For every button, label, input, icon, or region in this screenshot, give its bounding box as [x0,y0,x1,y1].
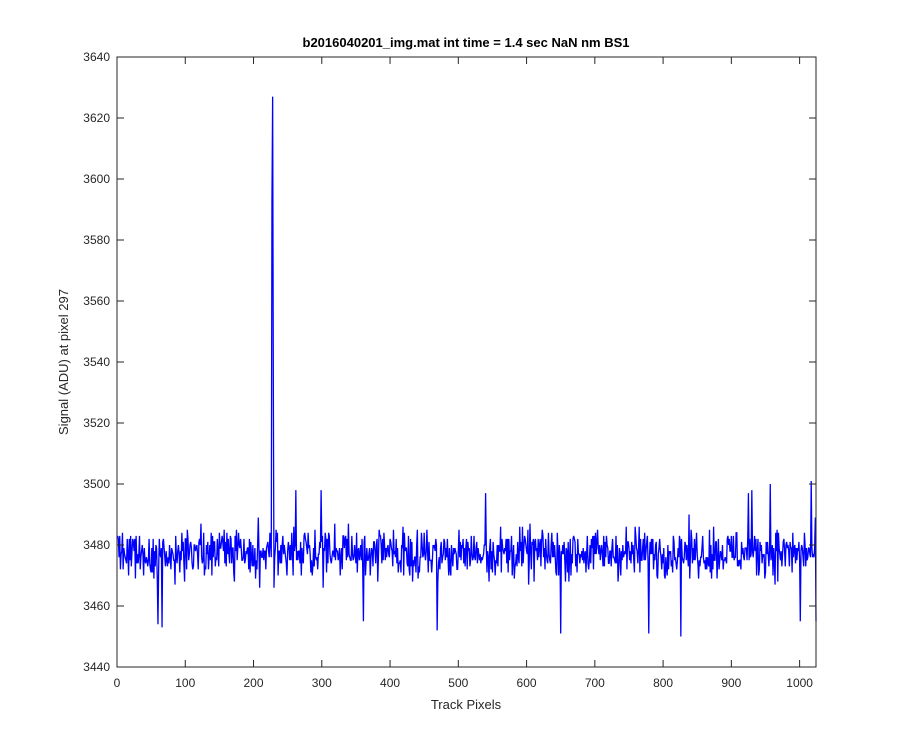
y-tick-label: 3500 [83,477,110,491]
chart-title: b2016040201_img.mat int time = 1.4 sec N… [303,35,630,50]
y-tick-label: 3440 [83,660,110,674]
x-tick-label: 100 [175,676,195,690]
y-tick-label: 3600 [83,172,110,186]
x-tick-label: 300 [312,676,332,690]
plot-area [116,56,817,668]
x-axis-label: Track Pixels [431,697,502,712]
y-tick-label: 3640 [83,50,110,64]
y-tick-label: 3580 [83,233,110,247]
y-tick-label: 3560 [83,294,110,308]
y-tick-label: 3520 [83,416,110,430]
y-tick-label: 3460 [83,599,110,613]
series-line [117,96,817,637]
x-tick-label: 600 [517,676,537,690]
y-axis: 3440 3460 3480 3500 3520 3540 3560 3580 3600 3620… [83,50,816,674]
x-tick-label: 1000 [786,676,813,690]
x-tick-label: 0 [114,676,121,690]
y-axis-label: Signal (ADU) at pixel 297 [56,289,71,435]
x-tick-label: 800 [653,676,673,690]
x-axis: 0 100 200 300 400 500 600 700 800 900 1000 [114,57,813,690]
x-tick-label: 400 [380,676,400,690]
y-tick-label: 3620 [83,111,110,125]
y-tick-label: 3540 [83,355,110,369]
y-tick-label: 3480 [83,538,110,552]
x-tick-label: 500 [448,676,468,690]
x-tick-label: 200 [244,676,264,690]
x-tick-label: 700 [585,676,605,690]
x-tick-label: 900 [721,676,741,690]
